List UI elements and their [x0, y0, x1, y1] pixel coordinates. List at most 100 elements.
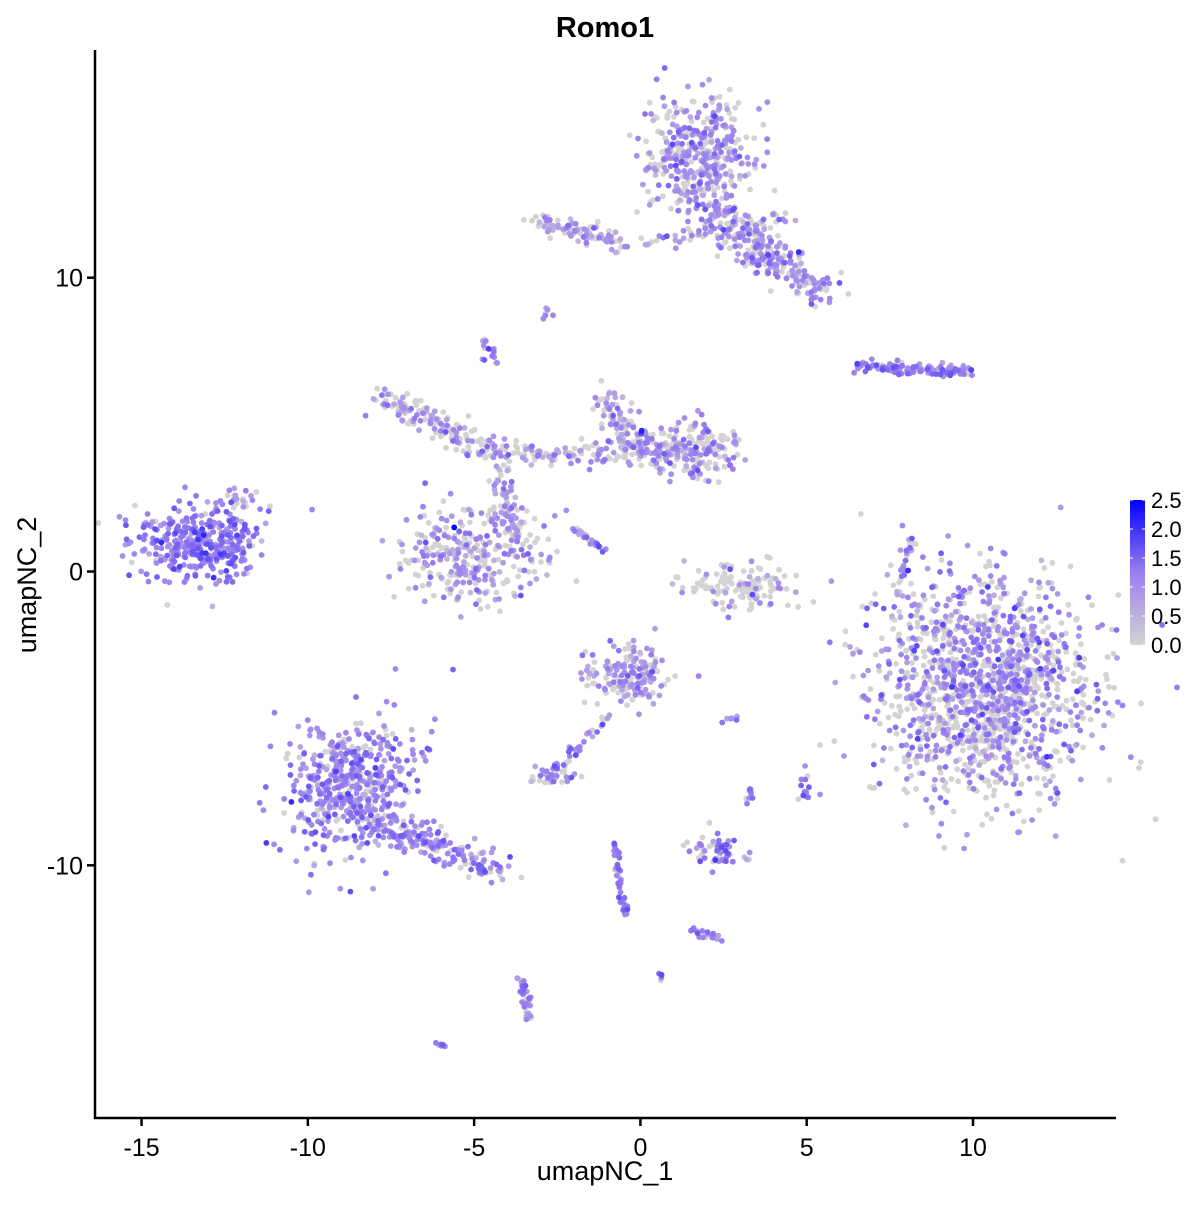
cell-point — [1047, 778, 1053, 785]
cell-point — [466, 579, 473, 586]
cell-point — [386, 573, 392, 580]
cell-point — [753, 244, 759, 251]
cell-point — [954, 686, 960, 693]
cell-point — [444, 556, 450, 562]
cell-point — [315, 774, 321, 781]
cell-point — [383, 698, 390, 705]
cell-point — [256, 799, 263, 806]
cell-point — [736, 581, 743, 588]
cell-point — [384, 791, 391, 798]
cell-point — [547, 235, 553, 242]
cell-point — [454, 439, 461, 445]
cell-point — [692, 144, 699, 151]
cell-point — [915, 691, 921, 698]
cell-point — [154, 574, 160, 580]
cell-point — [515, 573, 522, 580]
cell-point — [554, 217, 561, 224]
cell-point — [702, 583, 709, 589]
cell-point — [715, 211, 722, 218]
cell-point — [604, 658, 611, 665]
cell-point — [723, 841, 730, 848]
cell-point — [953, 719, 960, 726]
cell-point — [363, 749, 369, 756]
cell-point — [945, 596, 952, 603]
cell-point — [986, 716, 992, 723]
cell-point — [919, 615, 925, 621]
cell-point — [913, 363, 920, 370]
cell-point — [529, 217, 535, 224]
cell-point — [406, 771, 412, 777]
cell-point — [493, 589, 500, 596]
cell-point — [431, 408, 438, 415]
cell-point — [674, 450, 681, 456]
cell-point — [357, 795, 363, 802]
cell-point — [672, 444, 679, 450]
cell-point — [351, 833, 358, 839]
cell-point — [796, 268, 802, 275]
cell-point — [1115, 699, 1121, 705]
cell-point — [885, 714, 892, 721]
cell-point — [901, 786, 908, 793]
cell-point — [885, 646, 892, 653]
cell-point — [635, 439, 642, 446]
cell-point — [985, 644, 992, 650]
cell-point — [1041, 712, 1047, 718]
cell-point — [204, 572, 211, 579]
cell-point — [560, 762, 567, 768]
cell-point — [568, 774, 575, 781]
cell-point — [605, 670, 612, 677]
cell-point — [498, 453, 504, 459]
cell-point — [850, 673, 856, 680]
cell-point — [667, 155, 674, 162]
cell-point — [518, 546, 525, 553]
cell-point — [371, 826, 377, 833]
cell-point — [379, 392, 385, 399]
cell-point — [928, 715, 935, 721]
cell-point — [716, 454, 723, 460]
cell-point — [990, 677, 996, 684]
cell-point — [391, 702, 398, 708]
cell-point — [671, 99, 677, 106]
cell-point — [505, 525, 511, 532]
cell-point — [146, 551, 153, 557]
cell-point — [428, 412, 434, 419]
cell-point — [712, 461, 719, 467]
cell-point — [981, 725, 988, 731]
cell-point — [240, 498, 247, 504]
cell-point — [582, 443, 588, 450]
cell-point — [578, 447, 584, 454]
cell-point — [749, 795, 756, 801]
cell-point — [152, 551, 159, 558]
cell-point — [1010, 758, 1017, 765]
cell-point — [658, 971, 665, 978]
cell-point — [163, 535, 170, 542]
cell-point — [654, 237, 660, 244]
cell-point — [350, 814, 356, 821]
cell-point — [670, 113, 677, 120]
cell-point — [997, 577, 1003, 584]
cell-point — [305, 783, 312, 790]
cell-point — [1016, 657, 1022, 663]
cell-point — [178, 534, 185, 540]
cell-point — [465, 413, 472, 419]
cell-point — [928, 619, 935, 626]
cell-point — [539, 454, 546, 460]
cell-point — [481, 857, 487, 863]
cell-point — [440, 594, 447, 601]
cell-point — [471, 835, 478, 842]
cell-point — [236, 538, 243, 545]
cell-point — [531, 515, 538, 522]
cell-point — [782, 243, 789, 250]
cell-point — [903, 647, 909, 654]
cell-point — [637, 649, 643, 656]
cell-point — [955, 584, 962, 591]
cell-point — [490, 433, 497, 440]
cell-point — [936, 697, 943, 703]
cell-point — [466, 530, 473, 537]
cell-point — [957, 681, 964, 688]
cell-point — [642, 111, 648, 117]
cell-point — [588, 233, 595, 240]
cell-point — [623, 911, 630, 917]
cell-point — [898, 668, 905, 674]
cell-point — [800, 792, 807, 799]
